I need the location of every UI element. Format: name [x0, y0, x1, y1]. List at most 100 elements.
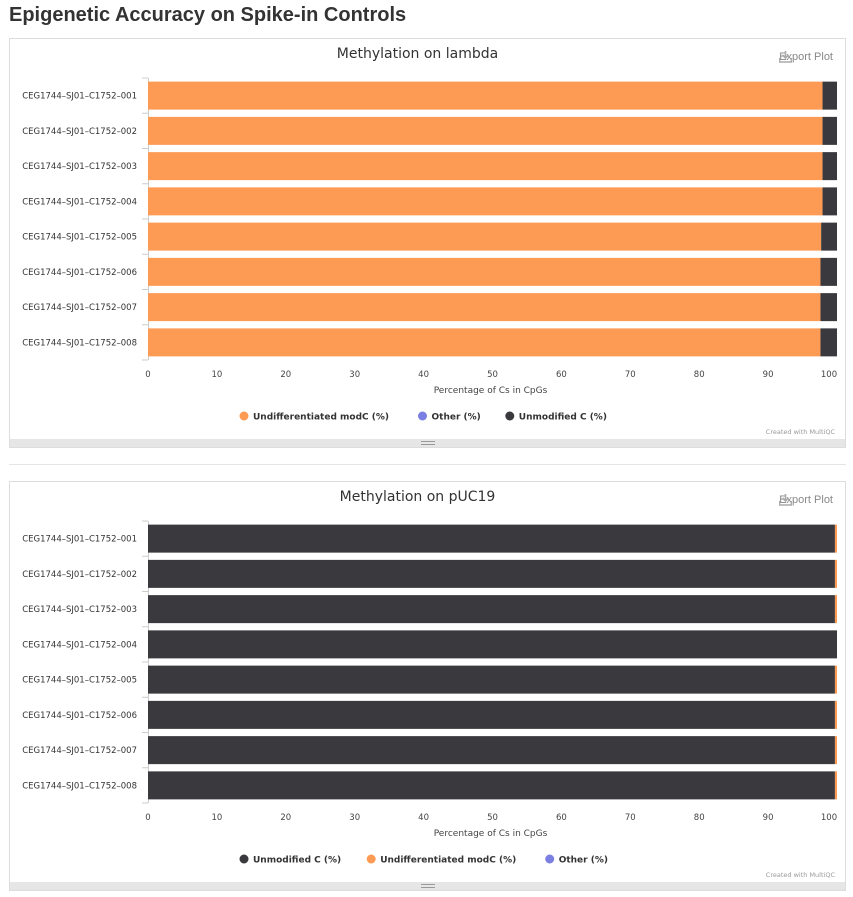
x-tick-label: 0 — [145, 370, 150, 380]
chart-panel-lambda: Methylation on lambda CEG1744–SJ01–C1752–… — [9, 38, 846, 448]
chart-puc19: Methylation on pUC19 CEG1744–SJ01–C1752–0… — [22, 489, 837, 879]
bar-segment — [834, 559, 837, 588]
export-plot-label: Export Plot — [779, 51, 833, 63]
bar-segment — [148, 187, 823, 216]
x-tick-label: 30 — [349, 370, 360, 380]
chart-lambda: Methylation on lambda CEG1744–SJ01–C1752–… — [22, 46, 837, 436]
legend-marker — [505, 411, 515, 421]
x-tick-label: 40 — [418, 813, 429, 823]
x-tick-label: 50 — [487, 370, 498, 380]
x-tick-label: 90 — [763, 813, 774, 823]
legend: Unmodified C (%) Undifferentiated modC (%… — [239, 854, 608, 866]
bar-segment — [148, 81, 823, 110]
legend-item[interactable]: Undifferentiated modC (%) — [380, 856, 516, 866]
x-tick-label: 60 — [556, 813, 567, 823]
bar-segment — [834, 771, 837, 800]
x-tick-label: 70 — [625, 370, 636, 380]
section-divider — [9, 464, 846, 465]
bar-segment — [148, 328, 821, 357]
bar-segment — [834, 736, 837, 765]
bar-segment — [148, 630, 837, 659]
bar-segment — [821, 222, 837, 251]
category-label: CEG1744–SJ01–C1752–003 — [22, 605, 137, 615]
chart-panel-puc19: Methylation on pUC19 CEG1744–SJ01–C1752–0… — [9, 481, 846, 891]
x-tick-label: 30 — [349, 813, 360, 823]
x-tick-label: 100 — [821, 370, 837, 380]
bar-segment — [148, 559, 835, 588]
legend-marker — [366, 854, 376, 864]
category-label: CEG1744–SJ01–C1752–001 — [22, 535, 137, 545]
bar-segment — [148, 152, 823, 181]
category-label: CEG1744–SJ01–C1752–001 — [22, 92, 137, 102]
legend-item[interactable]: Other (%) — [432, 413, 481, 423]
chart-title: Methylation on pUC19 — [340, 489, 496, 505]
bar-segment — [834, 665, 837, 694]
category-label: CEG1744–SJ01–C1752–002 — [22, 570, 137, 580]
x-tick-label: 20 — [280, 370, 291, 380]
category-label: CEG1744–SJ01–C1752–004 — [22, 640, 137, 650]
resize-handle[interactable] — [10, 439, 845, 447]
bar-segment — [822, 187, 837, 216]
resize-grip-icon — [420, 884, 435, 888]
chart-title: Methylation on lambda — [337, 46, 498, 62]
category-label: CEG1744–SJ01–C1752–007 — [22, 746, 137, 756]
x-tick-label: 40 — [418, 370, 429, 380]
legend-item[interactable]: Undifferentiated modC (%) — [253, 413, 389, 423]
category-label: CEG1744–SJ01–C1752–008 — [22, 338, 137, 348]
legend-item[interactable]: Other (%) — [559, 856, 608, 866]
x-tick-label: 80 — [694, 370, 705, 380]
x-tick-label: 10 — [211, 370, 222, 380]
export-plot-button[interactable]: Export Plot — [779, 51, 833, 63]
category-label: CEG1744–SJ01–C1752–006 — [22, 711, 137, 721]
download-icon — [779, 51, 793, 63]
x-tick-label: 90 — [763, 370, 774, 380]
bar-segment — [148, 595, 835, 624]
resize-handle[interactable] — [10, 882, 845, 890]
category-label: CEG1744–SJ01–C1752–002 — [22, 127, 137, 137]
bar-segment — [822, 152, 837, 181]
x-tick-label: 100 — [821, 813, 837, 823]
legend-marker — [239, 854, 249, 864]
x-tick-label: 20 — [280, 813, 291, 823]
legend-marker — [239, 411, 249, 421]
x-tick-label: 60 — [556, 370, 567, 380]
legend-marker — [418, 411, 427, 421]
bar-segment — [148, 771, 835, 800]
x-tick-label: 50 — [487, 813, 498, 823]
legend: Undifferentiated modC (%) Other (%) Unmodi… — [239, 411, 607, 423]
bar-segment — [148, 222, 822, 251]
legend-item[interactable]: Unmodified C (%) — [519, 413, 607, 423]
legend-item[interactable]: Unmodified C (%) — [253, 856, 341, 866]
bar-segment — [822, 116, 837, 145]
bar-segment — [834, 524, 837, 553]
x-tick-label: 10 — [211, 813, 222, 823]
bar-segment — [148, 293, 821, 322]
export-plot-label: Export Plot — [779, 494, 833, 506]
category-label: CEG1744–SJ01–C1752–004 — [22, 197, 137, 207]
x-axis-label: Percentage of Cs in CpGs — [434, 829, 548, 839]
credit-text: Created with MultiQC — [766, 871, 836, 879]
bar-segment — [148, 257, 821, 286]
category-label: CEG1744–SJ01–C1752–003 — [22, 162, 137, 172]
credit-text: Created with MultiQC — [766, 428, 836, 436]
page-title: Epigenetic Accuracy on Spike-in Controls — [9, 4, 407, 26]
bar-segment — [822, 81, 837, 110]
bar-segment — [820, 328, 837, 357]
bar-segment — [148, 665, 835, 694]
x-tick-label: 80 — [694, 813, 705, 823]
bar-segment — [834, 595, 837, 624]
bar-segment — [834, 700, 837, 729]
category-label: CEG1744–SJ01–C1752–006 — [22, 268, 137, 278]
bar-segment — [148, 524, 835, 553]
download-icon — [779, 494, 793, 506]
export-plot-button[interactable]: Export Plot — [779, 494, 833, 506]
bar-segment — [148, 116, 823, 145]
category-label: CEG1744–SJ01–C1752–007 — [22, 303, 137, 313]
category-label: CEG1744–SJ01–C1752–005 — [22, 233, 137, 243]
legend-marker — [545, 854, 555, 864]
bar-segment — [148, 700, 835, 729]
bar-segment — [148, 736, 835, 765]
category-label: CEG1744–SJ01–C1752–008 — [22, 781, 137, 791]
x-tick-label: 0 — [145, 813, 150, 823]
category-label: CEG1744–SJ01–C1752–005 — [22, 676, 137, 686]
